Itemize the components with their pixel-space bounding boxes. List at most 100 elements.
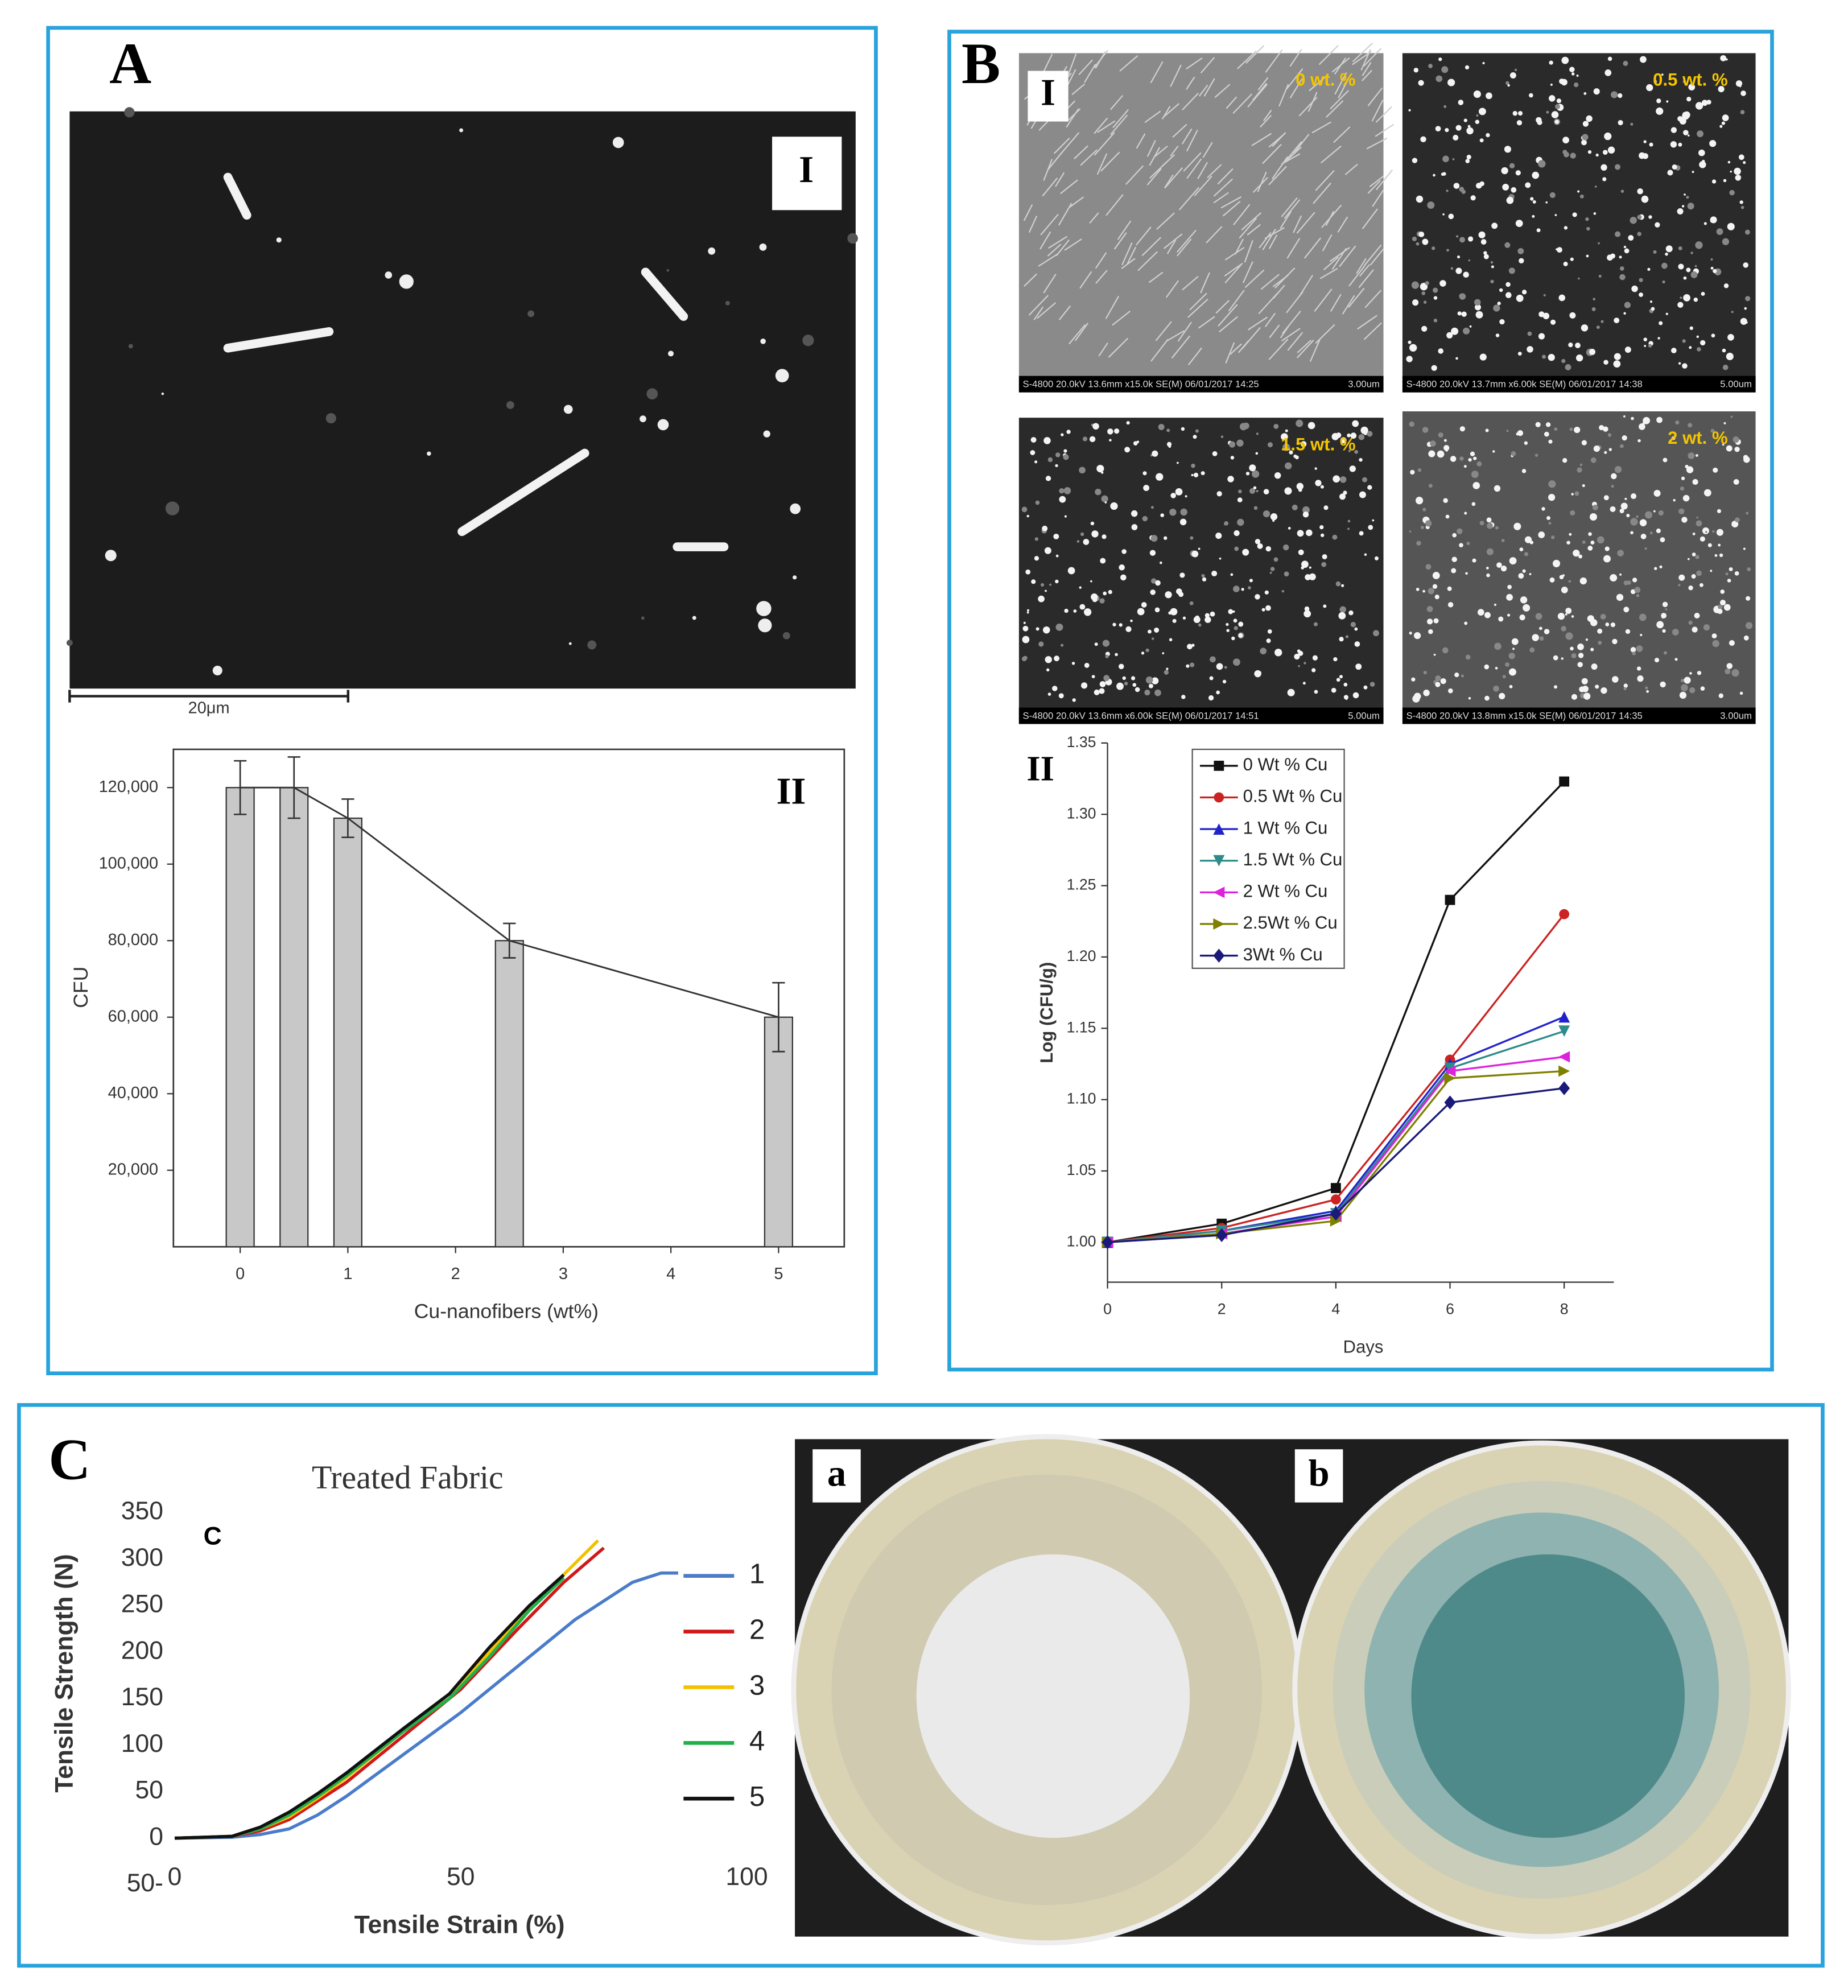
particle [1494,603,1497,607]
particle [1442,647,1449,654]
particle [1628,234,1634,241]
particle [1026,611,1029,614]
texture [1214,84,1231,98]
particle [790,503,801,514]
particle [1740,90,1746,96]
marker [1216,1228,1228,1243]
particle [1692,533,1696,535]
particle [1249,579,1253,583]
texture [1268,166,1287,185]
particle [1556,98,1562,104]
particle [1198,547,1201,550]
particle [1585,638,1589,641]
particle [1142,471,1147,476]
particle [1198,623,1202,627]
particle [1487,522,1493,529]
particle [1593,88,1600,95]
texture [1241,327,1261,349]
particle [1164,670,1169,675]
particle [1570,510,1575,516]
legend-label: 5 [749,1781,765,1812]
particle [1516,294,1524,302]
particle [1506,430,1509,432]
particle [1091,675,1095,679]
texture [1285,141,1302,162]
particle [1692,171,1694,174]
particle [1677,208,1684,215]
legend-label: 1 Wt % Cu [1243,818,1328,838]
texture [1181,128,1193,145]
particle [1689,687,1696,694]
particle [1145,676,1153,684]
particle [1686,196,1689,199]
particle [1554,427,1558,431]
particle [1632,578,1637,583]
particle [1136,440,1140,443]
particle [1689,346,1692,349]
particle [1610,253,1616,259]
particle [1551,111,1559,118]
particle [1571,694,1578,700]
particle [1438,432,1443,438]
particle [1688,134,1690,137]
particle [1336,678,1340,682]
particle [1623,60,1628,66]
x-tick-label: 0 [236,1265,245,1283]
particle [1370,682,1375,687]
particle [1613,360,1621,368]
particle [1439,280,1446,287]
particle [1654,567,1657,570]
particle [1608,448,1612,451]
particle [1296,419,1304,427]
texture [1319,267,1338,279]
texture [1197,162,1208,179]
particle [1423,690,1430,696]
particle [1030,437,1037,443]
particle [1644,547,1647,550]
particle [1222,679,1227,684]
particle [1179,518,1187,526]
particle [1473,456,1477,460]
marker [1445,894,1455,905]
particle [1574,82,1579,88]
particle [1603,495,1609,501]
particle [1722,443,1725,446]
particle [1618,93,1623,98]
particle [1409,421,1414,427]
marker [1558,1011,1570,1023]
particle [758,618,772,633]
particle [1581,324,1589,332]
y-tick-label: 100,000 [99,854,159,872]
particle [1294,653,1300,660]
texture [1058,305,1071,320]
y-tick-label: 1.35 [1067,733,1096,750]
particle [1624,302,1631,308]
particle [1100,558,1106,564]
texture [1040,231,1051,250]
particle [1470,451,1475,456]
particle [1684,677,1691,684]
particle [1274,649,1282,657]
particle [1656,98,1661,104]
particle [1472,558,1476,563]
particle [1428,629,1433,634]
particle [1143,485,1150,492]
particle [1719,125,1723,128]
particle [1697,347,1701,352]
bar [764,1016,793,1248]
particle [1025,569,1031,575]
particle [1549,577,1555,583]
marker [1330,1206,1342,1221]
particle [1354,627,1358,631]
texture [1150,61,1164,84]
particle [1455,267,1462,274]
particle [1504,242,1511,248]
particle [1542,312,1550,320]
particle [1234,546,1239,551]
particle [1154,627,1160,633]
particle [1524,441,1528,445]
particle [1331,433,1339,440]
particle [1459,293,1466,300]
particle [1539,636,1544,641]
particle [1710,258,1713,261]
